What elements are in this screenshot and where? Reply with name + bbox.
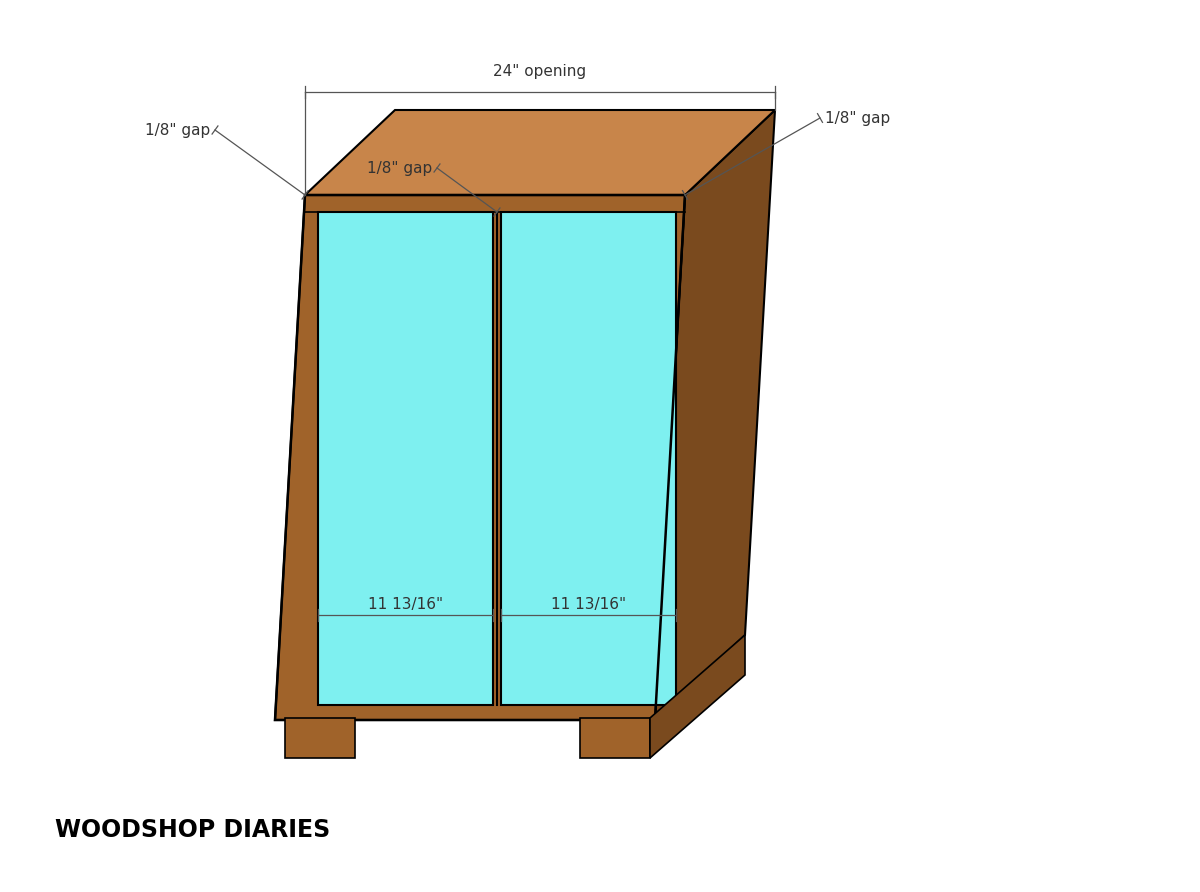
Text: 1/8" gap: 1/8" gap <box>145 122 210 137</box>
Polygon shape <box>275 195 685 720</box>
Text: 1/8" gap: 1/8" gap <box>367 161 432 176</box>
Polygon shape <box>580 718 650 758</box>
Polygon shape <box>305 110 775 195</box>
Polygon shape <box>318 212 493 705</box>
Text: 11 13/16": 11 13/16" <box>368 597 443 612</box>
Polygon shape <box>650 635 745 758</box>
Polygon shape <box>655 110 775 720</box>
Text: 1/8" gap: 1/8" gap <box>826 111 890 126</box>
Text: WOODSHOP DIARIES: WOODSHOP DIARIES <box>55 818 330 842</box>
Polygon shape <box>502 212 676 705</box>
Text: 11 13/16": 11 13/16" <box>551 597 626 612</box>
Text: 24" opening: 24" opening <box>493 64 587 79</box>
Polygon shape <box>286 718 355 758</box>
